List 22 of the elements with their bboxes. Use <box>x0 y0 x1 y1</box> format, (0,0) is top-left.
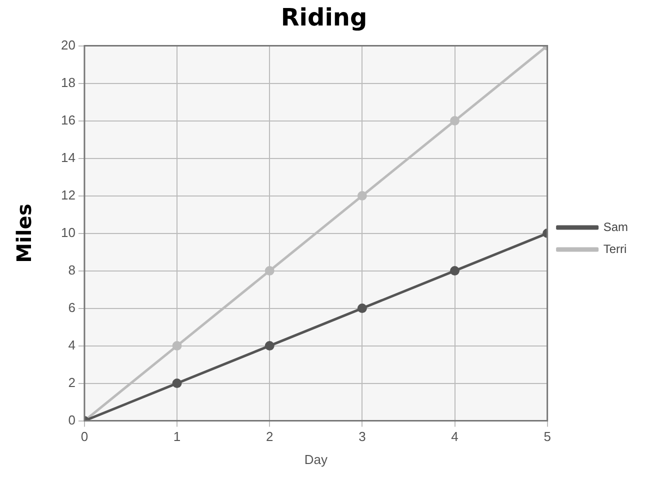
y-tick-label: 16 <box>60 112 76 128</box>
x-tick-label: 2 <box>266 429 274 444</box>
x-tick-label: 3 <box>358 429 366 444</box>
y-tick-label: 18 <box>60 74 76 90</box>
x-axis-title: Day <box>304 452 328 467</box>
y-tick-label: 0 <box>68 412 76 428</box>
y-tick-label: 12 <box>60 187 76 202</box>
y-tick-label: 4 <box>68 337 76 352</box>
y-tick-label: 10 <box>60 224 76 240</box>
y-tick-label: 20 <box>60 37 76 52</box>
x-tick-label: 1 <box>173 429 181 444</box>
y-axis-title: Miles <box>12 204 36 263</box>
y-tick-label: 2 <box>68 374 76 390</box>
y-tick-label: 8 <box>68 262 76 278</box>
y-tick-label: 6 <box>68 300 76 315</box>
x-tick-label: 0 <box>80 429 88 444</box>
legend-label: Sam <box>603 220 628 234</box>
x-tick-label: 5 <box>544 429 551 444</box>
chart-title: Riding <box>280 4 368 32</box>
y-tick-label: 14 <box>60 150 76 165</box>
x-tick-label: 4 <box>451 429 458 444</box>
legend-label: Terri <box>603 242 627 256</box>
